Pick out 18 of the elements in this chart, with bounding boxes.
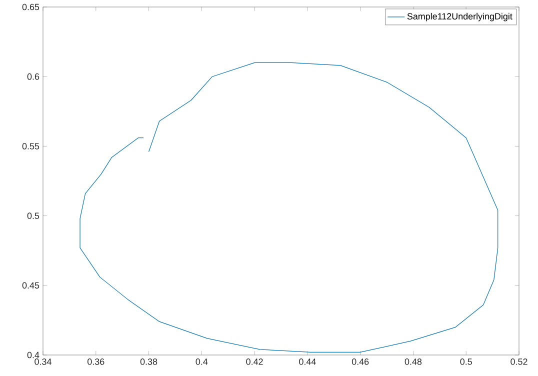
x-tick-label: 0.5: [460, 358, 472, 365]
y-tick-label: 0.45: [22, 282, 40, 289]
legend-label: Sample112UnderlyingDigit: [407, 12, 512, 22]
x-tick-label: 0.42: [246, 358, 263, 365]
y-tick-label: 0.55: [22, 143, 40, 150]
y-tick-label: 0.6: [27, 73, 40, 80]
y-tick-label: 0.5: [27, 212, 40, 219]
y-tick-label: 0.4: [27, 352, 40, 358]
x-tick-label: 0.52: [510, 358, 528, 365]
x-tick-label: 0.44: [299, 358, 316, 365]
y-tick-label: 0.65: [22, 4, 40, 10]
x-tick-label: 0.48: [404, 358, 422, 365]
x-tick-label: 0.36: [88, 358, 104, 365]
line-series: [80, 62, 498, 353]
x-tick-label: 0.34: [34, 358, 52, 365]
x-tick-label: 0.38: [140, 358, 158, 365]
x-tick-label: 0.4: [196, 358, 208, 365]
x-tick-label: 0.46: [352, 358, 369, 365]
